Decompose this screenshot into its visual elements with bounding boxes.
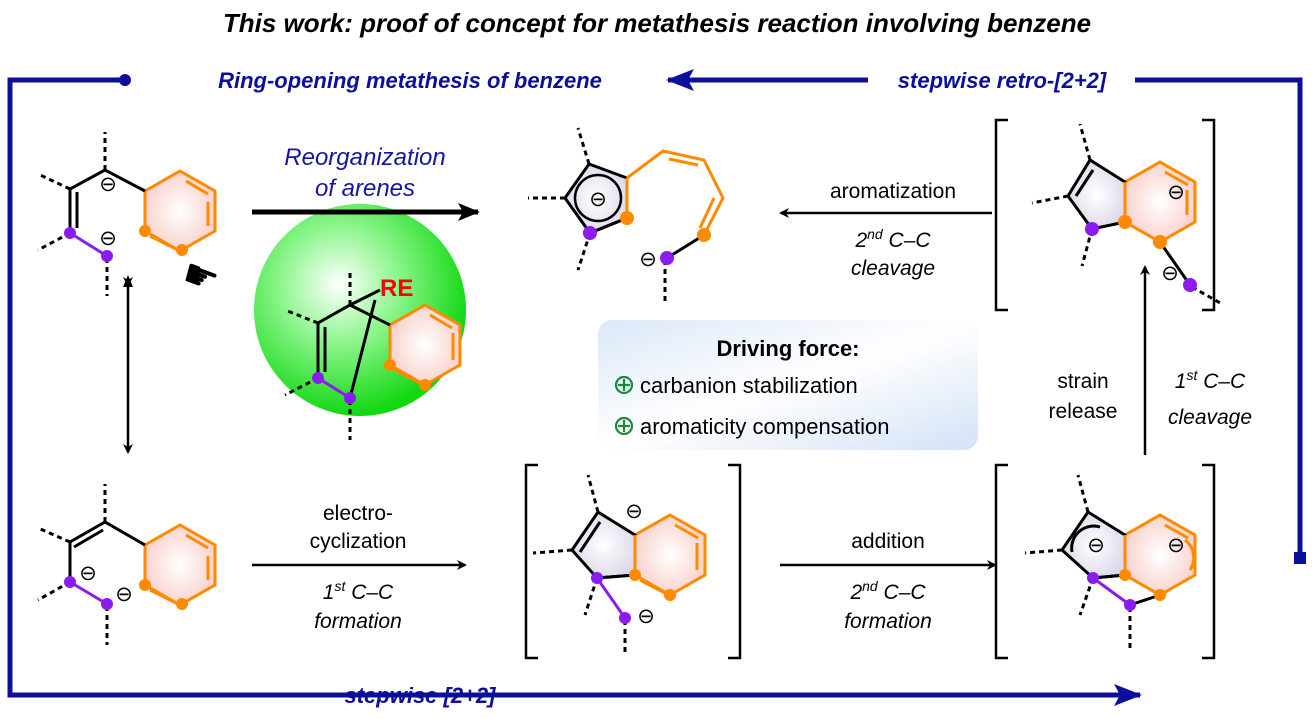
reorganization-label: Reorganization xyxy=(284,144,445,171)
minus-charge-icon: ⊖ xyxy=(639,248,657,271)
frame-start-dot xyxy=(119,74,131,86)
reorganization-arrow: Reorganization of arenes xyxy=(252,144,480,221)
molecule-product: ⊖ ⊖ xyxy=(528,127,725,302)
frame-right-line xyxy=(1135,77,1303,555)
strain-release-arrow: strain release 1st C–C cleavage xyxy=(1049,265,1252,455)
aromatization-arrow: aromatization 2nd C–C cleavage xyxy=(779,180,992,280)
addition-label: addition xyxy=(851,530,925,553)
molecule-dianion-bottom: ⊖ ⊖ xyxy=(37,484,217,645)
electrocyclization-arrow: electro- cyclization 1st C–C formation xyxy=(252,502,467,633)
driving-force-item: aromaticity compensation xyxy=(640,414,889,439)
minus-charge-icon: ⊖ xyxy=(1167,534,1185,557)
minus-charge-icon: ⊖ xyxy=(1161,262,1179,285)
frame-end-square xyxy=(1294,552,1306,564)
minus-charge-icon: ⊖ xyxy=(589,188,607,211)
strain-label: strain xyxy=(1057,370,1108,393)
formation-label: formation xyxy=(314,610,402,633)
intermediate-tricyclic: ⊖ ⊖ xyxy=(994,463,1216,660)
intermediate-cyclized: ⊖ ⊖ xyxy=(524,463,742,660)
ring-opening-label: Ring-opening metathesis of benzene xyxy=(218,68,602,93)
aromatization-label: aromatization xyxy=(830,180,956,203)
minus-charge-icon: ⊖ xyxy=(115,583,133,606)
stepwise-2-2-label: stepwise [2+2] xyxy=(344,683,496,708)
cleavage-label: cleavage xyxy=(851,257,935,280)
release-label: release xyxy=(1049,400,1118,423)
stepwise-2-2-arrow xyxy=(7,77,1142,706)
retro-2-2-label: stepwise retro-[2+2] xyxy=(898,68,1107,93)
first-cc-formation-label: 1st C–C xyxy=(323,578,394,604)
cyclization-label: cyclization xyxy=(310,530,407,553)
cleavage-label: cleavage xyxy=(1168,406,1252,429)
pointing-hand-icon: ☛ xyxy=(176,251,225,305)
intermediate-retro: ⊖ ⊖ xyxy=(994,118,1223,312)
minus-charge-icon: ⊖ xyxy=(79,562,97,585)
re-label: RE xyxy=(380,275,413,302)
reorganization-label-2: of arenes xyxy=(315,175,415,202)
minus-charge-icon: ⊖ xyxy=(1087,534,1105,557)
driving-force-item: carbanion stabilization xyxy=(640,373,858,398)
cycle-frame: Ring-opening metathesis of benzene stepw… xyxy=(7,64,1306,708)
page-title: This work: proof of concept for metathes… xyxy=(223,8,1091,38)
second-cc-cleavage-label: 2nd C–C xyxy=(854,226,931,252)
minus-charge-icon: ⊖ xyxy=(99,227,117,250)
circled-plus-icon xyxy=(614,416,634,436)
driving-force-box: Driving force: carbanion stabilization a… xyxy=(598,320,978,450)
electro-label: electro- xyxy=(323,502,393,525)
first-cc-cleavage-label: 1st C–C xyxy=(1175,367,1246,393)
minus-charge-icon: ⊖ xyxy=(1167,181,1185,204)
minus-charge-icon: ⊖ xyxy=(637,605,655,628)
circled-plus-icon xyxy=(614,375,634,395)
molecule-dianion-top: ⊖ ⊖ xyxy=(37,132,217,296)
formation-label: formation xyxy=(844,610,932,633)
minus-charge-icon: ⊖ xyxy=(99,173,117,196)
second-cc-formation-label: 2nd C–C xyxy=(849,578,926,604)
addition-arrow: addition 2nd C–C formation xyxy=(780,530,997,633)
minus-charge-icon: ⊖ xyxy=(625,500,643,523)
driving-force-title: Driving force: xyxy=(716,336,859,361)
reductive-elimination-sphere: RE xyxy=(254,204,466,440)
